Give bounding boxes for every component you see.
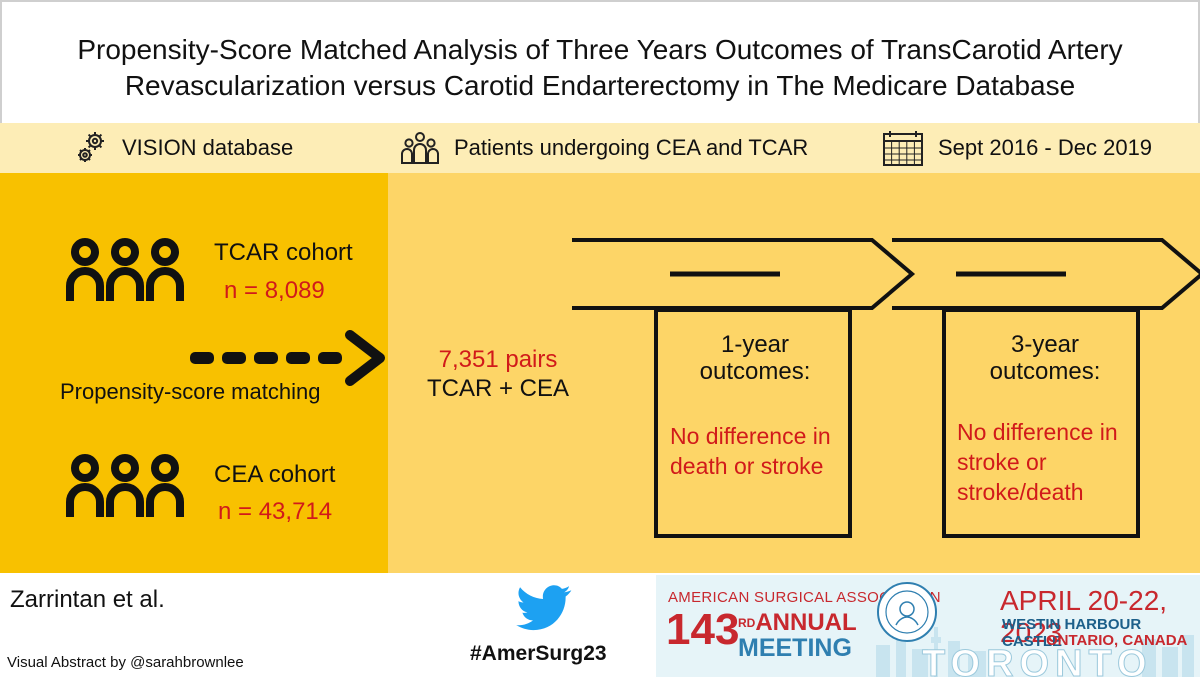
title-line-2: Revascularization versus Carotid Endarte… <box>124 70 1076 101</box>
dates-info: Sept 2016 - Dec 2019 <box>882 123 1152 173</box>
annual-label: RDANNUAL <box>738 609 857 636</box>
matching-label: Propensity-score matching <box>60 379 321 404</box>
conference-banner: AMERICAN SURGICAL ASSOCIATION 143 RDANNU… <box>656 575 1200 677</box>
patients-info: Patients undergoing CEA and TCAR <box>400 123 808 173</box>
three-year-outcomes-result: No difference in stroke or stroke/death <box>957 419 1118 505</box>
one-year-outcomes-result: No difference in death or stroke <box>670 423 831 479</box>
city-name: TORONTO <box>922 643 1153 677</box>
matched-pairs-count: 7,351 pairs <box>438 346 558 373</box>
meeting-location: ONTARIO, CANADA <box>1046 632 1188 649</box>
database-info: VISION database <box>74 123 293 173</box>
dates-label: Sept 2016 - Dec 2019 <box>938 135 1153 160</box>
one-year-outcomes-title: 1-year outcomes: <box>699 331 811 385</box>
authors: Zarrintan et al. <box>10 586 165 613</box>
tcar-cohort-count: n = 8,089 <box>224 277 325 304</box>
toronto-skyline-icon <box>876 627 1194 677</box>
cea-cohort-people-icon <box>66 454 184 517</box>
cohort-panel <box>0 173 388 573</box>
info-band: VISION database Patients undergoing CEA … <box>0 123 1200 173</box>
gear-icon <box>78 132 104 162</box>
cea-cohort-label: CEA cohort <box>214 461 336 488</box>
twitter-bird-icon[interactable] <box>516 585 572 631</box>
association-seal-icon <box>877 582 937 642</box>
matched-pairs-label: TCAR + CEA <box>426 375 570 402</box>
meeting-dates: APRIL 20-22, 2023 <box>1000 585 1168 648</box>
meeting-venue: WESTIN HARBOUR CASTLE <box>1002 616 1142 650</box>
dashed-arrow-icon <box>190 330 385 386</box>
cea-cohort-count: n = 43,714 <box>218 498 333 525</box>
calendar-icon <box>883 131 923 166</box>
three-year-outcomes-title: 3-year outcomes: <box>989 331 1101 385</box>
meeting-label: MEETING <box>738 634 852 662</box>
association-name: AMERICAN SURGICAL ASSOCIATION <box>668 589 941 606</box>
tcar-cohort-people-icon <box>66 238 184 301</box>
database-label: VISION database <box>122 135 294 160</box>
tcar-cohort-label: TCAR cohort <box>214 239 353 266</box>
patients-label: Patients undergoing CEA and TCAR <box>454 135 809 160</box>
title-band: Propensity-Score Matched Analysis of Thr… <box>0 0 1200 123</box>
page-title: Propensity-Score Matched Analysis of Thr… <box>22 32 1178 104</box>
hashtag[interactable]: #AmerSurg23 <box>470 642 607 665</box>
meeting-number: 143 <box>666 605 740 654</box>
people-group-icon <box>401 132 439 164</box>
timeline-chevrons <box>572 238 1200 538</box>
title-line-1: Propensity-Score Matched Analysis of Thr… <box>77 34 1123 65</box>
visual-abstract-credit: Visual Abstract by @sarahbrownlee <box>7 654 244 671</box>
